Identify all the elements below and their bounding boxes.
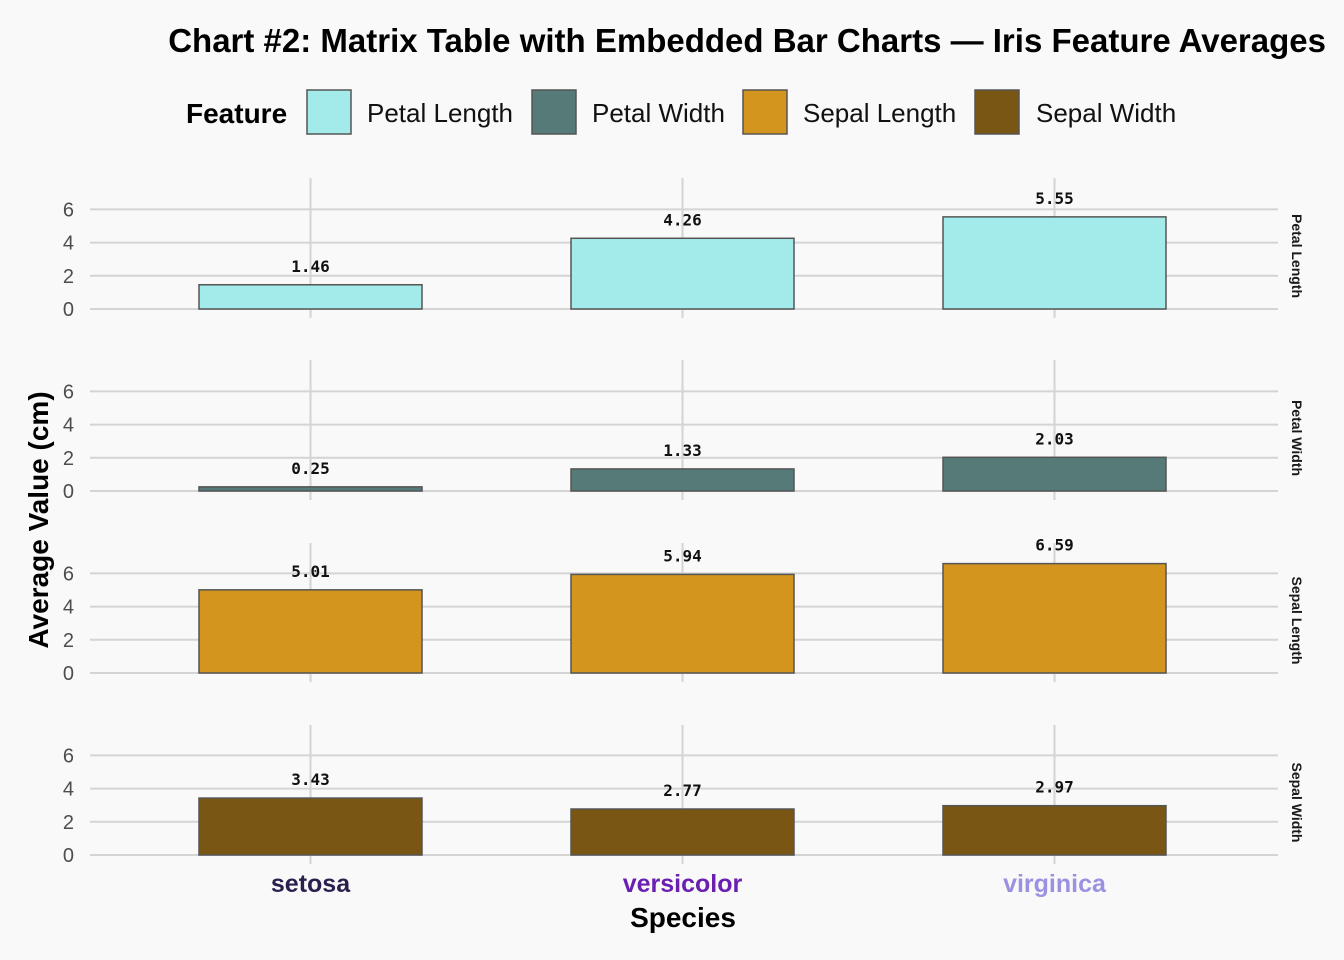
y-tick-label: 6 [63, 381, 74, 403]
data-label: 5.01 [291, 562, 330, 581]
y-tick-label: 2 [63, 630, 74, 652]
data-label: 4.26 [663, 210, 702, 229]
data-label: 3.43 [291, 770, 330, 789]
panels: 0 2 4 6 1.46 4.26 5.55 Petal Length 0 2 4 6 0.25 1.33… [63, 178, 1305, 867]
y-tick-label: 4 [63, 415, 74, 437]
strip-label-sepal-width: Sepal Width [1289, 763, 1305, 843]
x-tick-label-virginica: virginica [1003, 870, 1107, 898]
data-label: 2.97 [1035, 778, 1074, 797]
data-label: 5.55 [1035, 189, 1074, 208]
y-tick-label: 2 [63, 812, 74, 834]
y-tick-label: 0 [63, 481, 74, 503]
strip-label-petal-width: Petal Width [1289, 400, 1305, 476]
x-tick-label-setosa: setosa [271, 870, 351, 898]
data-label: 2.77 [663, 781, 702, 800]
panel-sepal-length: 0 2 4 6 5.01 5.94 6.59 Sepal Length [63, 536, 1305, 685]
data-label: 1.33 [663, 441, 702, 460]
data-label: 1.46 [291, 257, 330, 276]
y-axis-title: Average Value (cm) [23, 391, 54, 648]
bar-petal-width-virginica [942, 456, 1167, 492]
panel-petal-length: 0 2 4 6 1.46 4.26 5.55 Petal Length [63, 178, 1305, 321]
bar-sepal-length-setosa [198, 589, 423, 674]
legend-key-petal-length [306, 89, 352, 135]
legend-title: Feature [186, 98, 287, 129]
data-label: 2.03 [1035, 429, 1074, 448]
legend-key-sepal-length [742, 89, 788, 135]
bar-sepal-length-versicolor [570, 573, 795, 674]
panel-petal-width: 0 2 4 6 0.25 1.33 2.03 Petal Width [63, 360, 1305, 503]
bar-sepal-width-setosa [198, 797, 423, 856]
bar-petal-length-setosa [198, 284, 423, 310]
bar-sepal-length-virginica [942, 562, 1167, 674]
y-tick-label: 2 [63, 266, 74, 288]
y-tick-label: 4 [63, 233, 74, 255]
y-tick-label: 4 [63, 779, 74, 801]
legend-key-sepal-width [974, 89, 1020, 135]
panel-sepal-width: 0 2 4 6 3.43 2.77 2.97 Sepal Width [63, 725, 1305, 867]
legend-label-sepal-length: Sepal Length [803, 98, 956, 128]
bar-sepal-width-versicolor [570, 808, 795, 856]
y-tick-label: 6 [63, 199, 74, 221]
y-tick-label: 4 [63, 597, 74, 619]
y-tick-label: 0 [63, 299, 74, 321]
data-label: 6.59 [1035, 536, 1074, 555]
legend-label-petal-length: Petal Length [367, 98, 513, 128]
legend-label-sepal-width: Sepal Width [1036, 98, 1176, 128]
y-tick-label: 6 [63, 745, 74, 767]
x-tick-label-versicolor: versicolor [623, 870, 743, 898]
x-axis-title: Species [630, 902, 736, 933]
strip-label-petal-length: Petal Length [1289, 214, 1305, 298]
bar-petal-length-virginica [942, 216, 1167, 310]
legend: Feature Petal Length Petal Width Sepal Len… [186, 89, 1176, 135]
legend-label-petal-width: Petal Width [592, 98, 725, 128]
y-tick-label: 0 [63, 845, 74, 867]
chart-title: Chart #2: Matrix Table with Embedded Bar… [168, 22, 1326, 59]
bar-sepal-width-virginica [942, 804, 1167, 856]
data-label: 0.25 [291, 459, 330, 478]
legend-key-petal-width [531, 89, 577, 135]
strip-label-sepal-length: Sepal Length [1289, 577, 1305, 665]
bar-petal-length-versicolor [570, 237, 795, 310]
y-tick-label: 0 [63, 663, 74, 685]
y-tick-label: 6 [63, 563, 74, 585]
y-tick-label: 2 [63, 448, 74, 470]
x-axis: setosa versicolor virginica [271, 870, 1107, 898]
bar-petal-width-versicolor [570, 468, 795, 492]
bar-petal-width-setosa [198, 486, 423, 492]
data-label: 5.94 [663, 546, 702, 565]
